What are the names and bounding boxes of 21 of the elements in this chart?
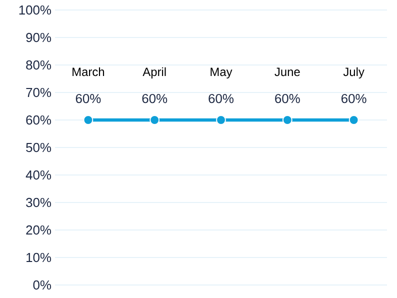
y-tick-label: 40%: [26, 170, 52, 180]
x-tick-label: March: [72, 67, 104, 76]
data-label: 60%: [275, 94, 300, 104]
y-tick-label: 100%: [19, 5, 52, 15]
data-label: 60%: [142, 94, 168, 104]
y-tick-label: 80%: [26, 60, 52, 70]
y-tick-label: 10%: [26, 252, 52, 262]
x-tick-label: June: [274, 68, 300, 76]
y-tick-label: 90%: [26, 32, 52, 42]
y-tick-label: 70%: [26, 88, 52, 98]
x-tick-label: July: [343, 67, 364, 78]
y-tick-label: 30%: [26, 198, 52, 208]
y-tick-label: 60%: [26, 115, 52, 125]
x-tick-label: May: [210, 68, 232, 78]
y-tick-label: 20%: [26, 225, 52, 235]
y-tick-label: 0%: [33, 280, 52, 290]
y-tick-label: 50%: [26, 142, 52, 152]
x-tick-label: April: [142, 67, 166, 78]
data-label: 60%: [208, 94, 234, 104]
data-label: 60%: [76, 94, 101, 104]
data-label: 60%: [342, 94, 366, 104]
